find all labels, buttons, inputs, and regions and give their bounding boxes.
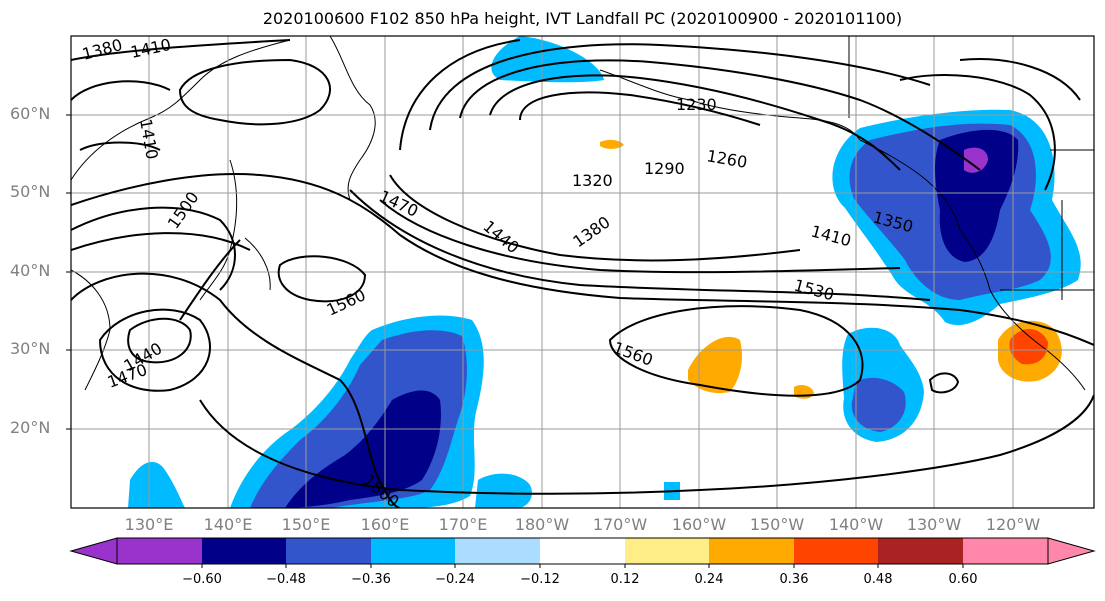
colorbar-segment — [117, 538, 203, 564]
colorbar-segment — [371, 538, 456, 564]
lat-label-20n: 20°N — [10, 418, 51, 437]
colorbar-extend-low — [69, 537, 118, 565]
lon-label: 130°E — [124, 515, 174, 534]
graticule — [71, 36, 1094, 508]
colorbar-tick-label: 0.12 — [610, 572, 640, 587]
colorbar-segment — [878, 538, 964, 564]
colorbar-tick-label: 0.48 — [863, 572, 893, 587]
lon-label: 160°W — [671, 515, 727, 534]
coastlines — [71, 36, 1094, 391]
colorbar-tick-label: 0.60 — [948, 572, 978, 587]
lon-label: 140°E — [203, 515, 253, 534]
colorbar-segment — [709, 538, 795, 564]
lon-label: 180°W — [514, 515, 570, 534]
colorbar-tick-label: −0.12 — [520, 572, 560, 587]
colorbar-segment — [286, 538, 372, 564]
lon-label: 170°E — [438, 515, 488, 534]
contour-label: 1320 — [572, 171, 613, 190]
colorbar — [69, 537, 1096, 568]
lon-label: 150°W — [749, 515, 805, 534]
colorbar-segment — [540, 538, 626, 564]
lon-label: 130°W — [906, 515, 962, 534]
colorbar-tick-label: −0.60 — [182, 572, 222, 587]
lat-label-30n: 30°N — [10, 339, 51, 358]
height-contours — [71, 39, 1094, 508]
lon-label: 120°W — [985, 515, 1041, 534]
colorbar-tick-label: 0.36 — [779, 572, 809, 587]
colorbar-extend-high — [1047, 537, 1096, 565]
contour-label: 1290 — [644, 159, 685, 178]
colorbar-border — [116, 537, 1049, 565]
colorbar-tick-label: −0.24 — [435, 572, 475, 587]
contour-label: 1230 — [676, 95, 717, 114]
colorbar-segment — [455, 538, 541, 564]
lat-label-40n: 40°N — [10, 261, 51, 280]
colorbar-segment — [794, 538, 879, 564]
colorbar-tick-label: 0.24 — [694, 572, 724, 587]
colorbar-tick-label: −0.48 — [266, 572, 306, 587]
colorbar-segment — [625, 538, 710, 564]
colorbar-tick-label: −0.36 — [351, 572, 391, 587]
lon-label: 150°E — [281, 515, 331, 534]
lat-label-60n: 60°N — [10, 104, 51, 123]
colorbar-segment — [963, 538, 1049, 564]
lon-label: 160°E — [360, 515, 410, 534]
lon-label: 140°W — [828, 515, 884, 534]
colorbar-segment — [202, 538, 287, 564]
lon-label: 170°W — [592, 515, 648, 534]
lat-label-50n: 50°N — [10, 182, 51, 201]
map-title: 2020100600 F102 850 hPa height, IVT Land… — [262, 9, 903, 28]
